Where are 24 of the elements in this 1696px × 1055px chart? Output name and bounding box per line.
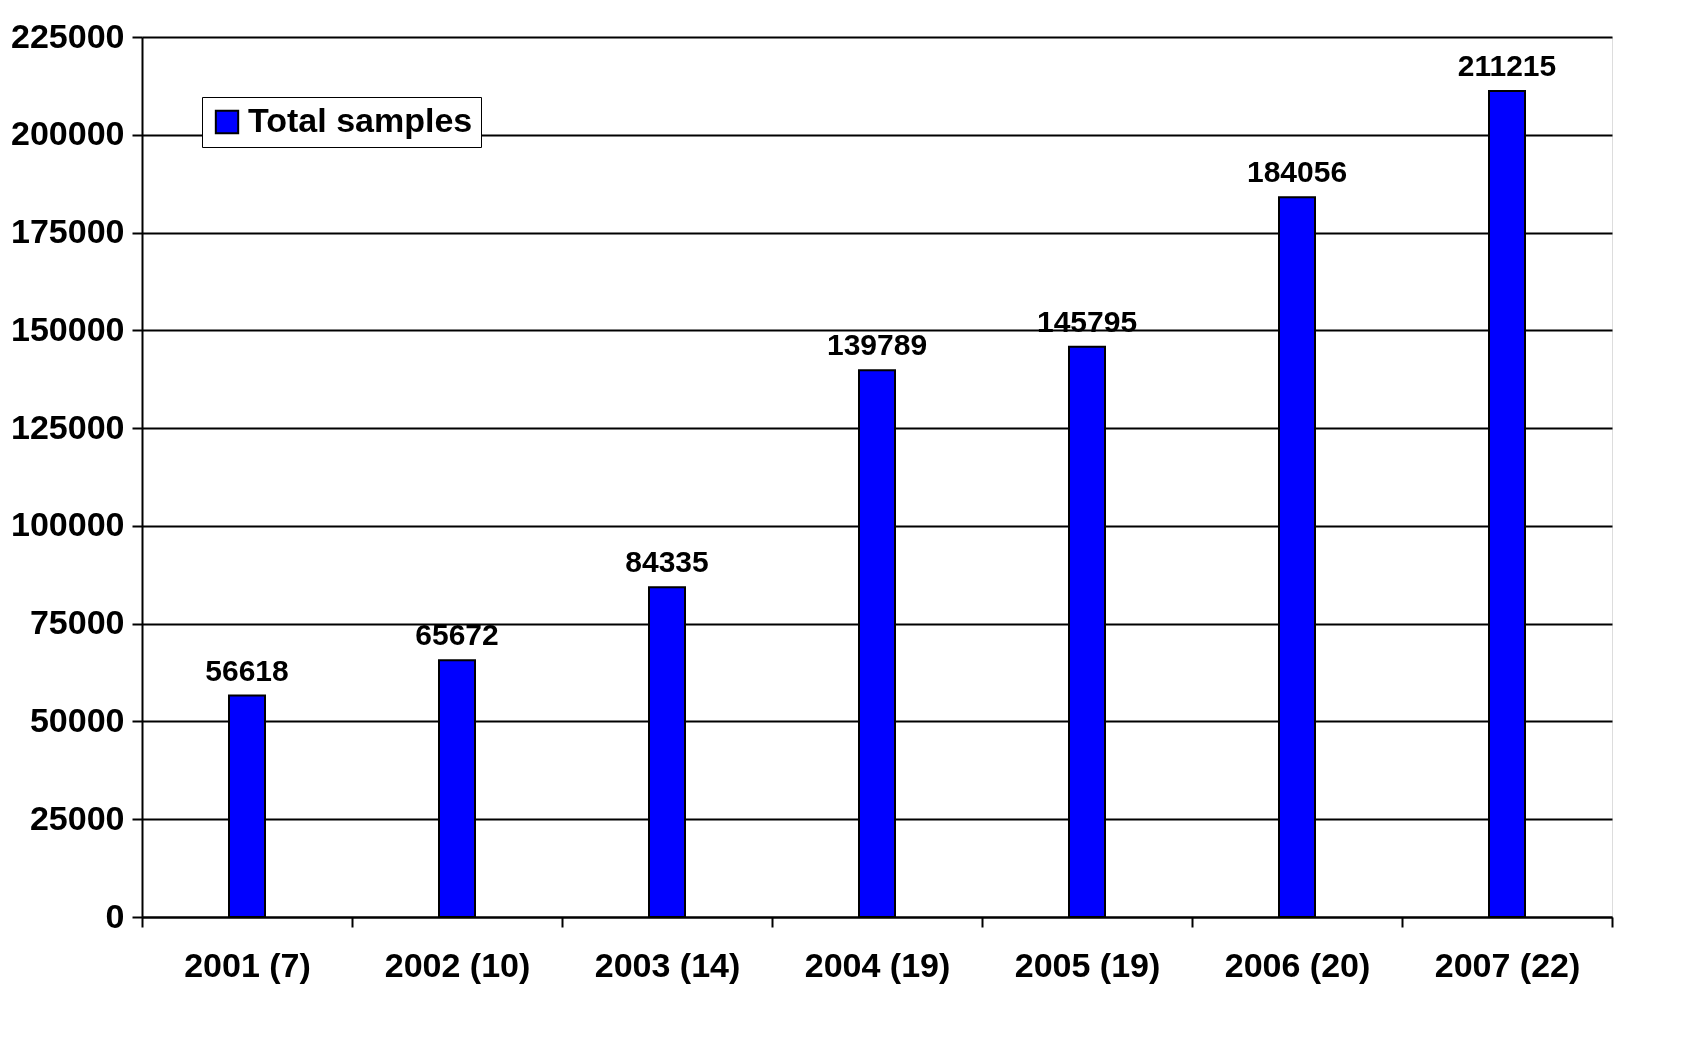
data-label: 84335 (625, 545, 709, 579)
data-label: 65672 (415, 618, 499, 652)
y-tick-label: 200000 (11, 114, 125, 153)
y-tick-label: 125000 (11, 407, 125, 446)
y-tick-label: 50000 (29, 700, 125, 739)
data-label: 211215 (1457, 48, 1557, 82)
y-tick-label: 25000 (29, 798, 125, 837)
y-tick-label: 75000 (29, 603, 125, 642)
legend-label: Total samples (248, 101, 473, 139)
x-tick-label: 2001 (7) (184, 945, 311, 984)
y-tick-label: 100000 (11, 505, 125, 544)
data-label: 139789 (826, 328, 928, 362)
x-tick-label: 2002 (10) (384, 945, 531, 984)
x-tick-label: 2007 (22) (1434, 945, 1581, 984)
data-label: 184056 (1246, 155, 1348, 189)
y-tick-label: 175000 (11, 212, 125, 251)
x-tick-label: 2005 (19) (1014, 945, 1161, 984)
y-tick-label: 0 (105, 896, 125, 935)
data-label: 56618 (205, 653, 289, 687)
x-tick-label: 2006 (20) (1224, 945, 1371, 984)
y-tick-label: 150000 (11, 309, 125, 348)
x-tick-label: 2004 (19) (804, 945, 951, 984)
x-tick-label: 2003 (14) (594, 945, 741, 984)
y-tick-label: 225000 (11, 16, 125, 55)
